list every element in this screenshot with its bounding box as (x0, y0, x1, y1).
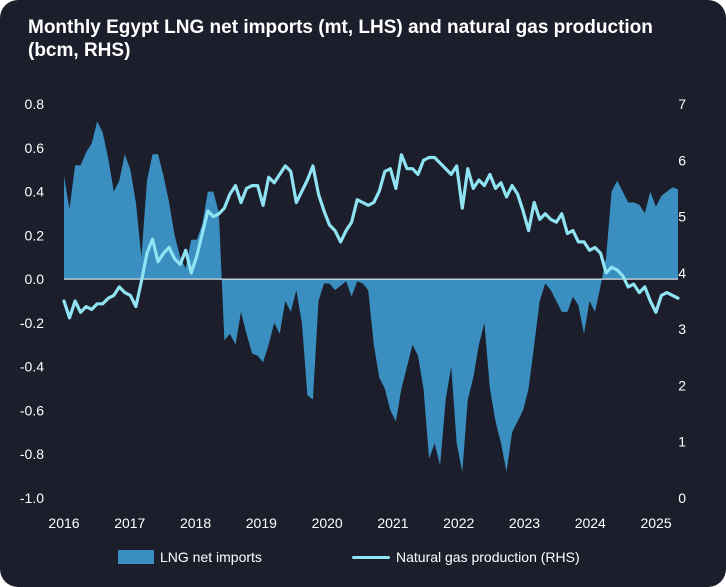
x-tick-label: 2020 (312, 515, 343, 531)
chart-title: Monthly Egypt LNG net imports (mt, LHS) … (28, 17, 653, 61)
y-right-tick-label: 3 (678, 321, 686, 337)
legend-item-production: Natural gas production (RHS) (352, 545, 580, 569)
y-left-tick-label: -0.2 (20, 315, 44, 331)
y-left-tick-label: -0.8 (20, 446, 44, 462)
y-left-tick-label: -0.6 (20, 402, 44, 418)
y-right-tick-label: 7 (678, 96, 686, 112)
y-right-tick-label: 0 (678, 490, 686, 506)
y-left-tick-label: 0.4 (25, 184, 45, 200)
y-left-tick-label: 0.6 (25, 140, 45, 156)
y-left-tick-label: 0.2 (25, 227, 45, 243)
x-tick-label: 2023 (509, 515, 540, 531)
series-gas-production-line (62, 153, 680, 320)
x-tick-label: 2019 (246, 515, 277, 531)
x-tick-label: 2024 (575, 515, 606, 531)
y-left-tick-label: -1.0 (20, 490, 44, 506)
legend-label-lng: LNG net imports (160, 549, 262, 565)
y-right-tick-label: 6 (678, 152, 686, 168)
y-left-tick-label: -0.4 (20, 359, 44, 375)
x-tick-label: 2022 (443, 515, 474, 531)
y-left-tick-label: 0.0 (25, 271, 45, 287)
legend-swatch-area (118, 550, 154, 564)
legend-swatch-line (352, 555, 390, 559)
legend-label-production: Natural gas production (RHS) (396, 549, 580, 565)
y-right-tick-label: 5 (678, 209, 686, 225)
x-tick-label: 2016 (48, 515, 79, 531)
legend-item-lng: LNG net imports (118, 545, 262, 569)
y-left-tick-label: 0.8 (25, 96, 45, 112)
x-tick-label: 2021 (377, 515, 408, 531)
series-lng-net-imports-area (64, 121, 678, 472)
y-right-tick-label: 1 (678, 434, 686, 450)
x-tick-label: 2017 (114, 515, 145, 531)
x-tick-label: 2025 (640, 515, 671, 531)
y-right-tick-label: 4 (678, 265, 686, 281)
x-tick-label: 2018 (180, 515, 211, 531)
y-right-tick-label: 2 (678, 377, 686, 393)
chart-legend: LNG net imports Natural gas production (… (0, 545, 726, 569)
